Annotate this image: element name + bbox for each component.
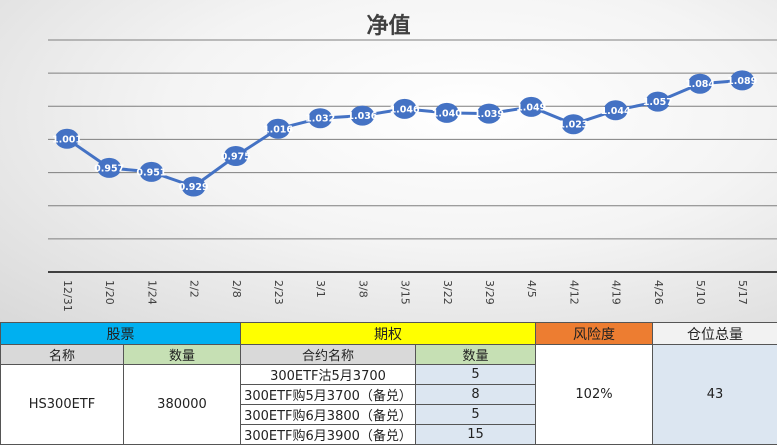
- data-label: 0.975: [221, 152, 251, 163]
- series-line: [67, 80, 742, 186]
- x-tick-label: 4/19: [610, 280, 623, 305]
- contract-name-header: 合约名称: [241, 345, 416, 365]
- x-tick-label: 2/23: [272, 280, 285, 305]
- data-label: 1.089: [727, 76, 757, 87]
- data-label: 1.084: [685, 79, 715, 90]
- data-label: 1.057: [643, 97, 673, 108]
- risk-header: 风险度: [536, 323, 653, 345]
- x-tick-label: 5/10: [694, 280, 707, 305]
- data-label: 1.023: [558, 120, 588, 131]
- x-tick-label: 2/2: [188, 280, 201, 298]
- x-tick-label: 3/29: [483, 280, 496, 305]
- data-label: 1.001: [52, 134, 82, 145]
- position-table: 股票 期权 风险度 仓位总量 名称 数量 合约名称 数量 102% 43 HS3…: [0, 322, 777, 445]
- x-tick-label: 4/5: [525, 280, 538, 298]
- data-label: 0.929: [179, 182, 209, 193]
- option-qty: 5: [416, 405, 536, 425]
- option-contract-name: 300ETF沽5月3700: [241, 365, 416, 385]
- stock-name-header: 名称: [1, 345, 124, 365]
- data-label: 0.951: [136, 167, 166, 178]
- stock-qty: 380000: [124, 365, 241, 445]
- option-qty-header: 数量: [416, 345, 536, 365]
- data-label: 1.016: [263, 124, 293, 135]
- data-label: 1.044: [601, 106, 631, 117]
- data-label: 1.039: [474, 109, 504, 120]
- risk-value: 102%: [536, 345, 653, 445]
- stock-name: HS300ETF: [1, 365, 124, 445]
- x-tick-label: 3/15: [399, 280, 412, 305]
- x-tick-label: 3/22: [441, 280, 454, 305]
- data-label: 1.040: [432, 108, 462, 119]
- x-tick-label: 3/8: [356, 280, 369, 298]
- option-qty: 8: [416, 385, 536, 405]
- option-qty: 15: [416, 425, 536, 445]
- line-chart: 1.001 0.957 0.951 0.929 0.975 1.016 1.032 1.036…: [0, 0, 777, 322]
- x-tick-label: 2/8: [230, 280, 243, 298]
- x-tick-label: 1/20: [103, 280, 116, 305]
- x-tick-label: 5/17: [736, 280, 749, 305]
- x-tick-label: 12/31: [61, 280, 74, 312]
- option-qty: 5: [416, 365, 536, 385]
- x-tick-label: 4/12: [567, 280, 580, 305]
- position-table-wrap: 股票 期权 风险度 仓位总量 名称 数量 合约名称 数量 102% 43 HS3…: [0, 322, 777, 440]
- position-total-value: 43: [653, 345, 777, 445]
- option-contract-name: 300ETF购6月3800（备兑）: [241, 405, 416, 425]
- x-tick-label: 4/26: [652, 280, 665, 305]
- option-contract-name: 300ETF购5月3700（备兑）: [241, 385, 416, 405]
- data-label: 1.036: [347, 111, 377, 122]
- position-total-header: 仓位总量: [653, 323, 777, 345]
- stock-section-header: 股票: [1, 323, 241, 345]
- data-label: 1.049: [516, 102, 546, 113]
- x-tick-label: 1/24: [145, 280, 158, 305]
- data-label: 1.046: [390, 104, 420, 115]
- x-tick-label: 3/1: [314, 280, 327, 298]
- data-label: 1.032: [305, 114, 335, 125]
- data-label: 0.957: [94, 163, 124, 174]
- option-section-header: 期权: [241, 323, 536, 345]
- stock-qty-header: 数量: [124, 345, 241, 365]
- option-contract-name: 300ETF购6月3900（备兑）: [241, 425, 416, 445]
